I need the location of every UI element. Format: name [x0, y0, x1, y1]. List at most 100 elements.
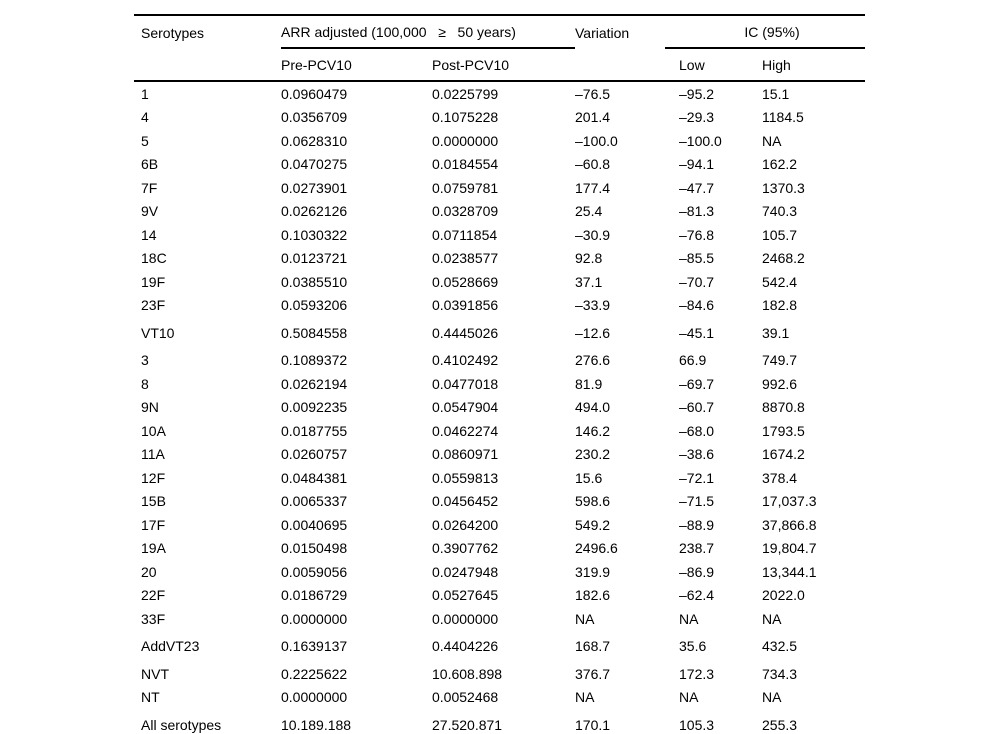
table-row: 14 0.1030322 0.0711854 –30.9 –76.8 105.7	[134, 223, 865, 247]
ic-low-cell: NA	[679, 610, 699, 627]
pre-pcv10-cell: 0.1639137	[281, 638, 348, 655]
variation-cell: 230.2	[575, 446, 611, 463]
ic-high-cell: 8870.8	[762, 399, 805, 416]
serotype-cell: 7F	[141, 179, 158, 196]
ic-low-cell: –62.4	[679, 587, 715, 604]
pre-pcv10-cell: 0.0092235	[281, 399, 348, 416]
ic-low-cell: –76.8	[679, 226, 715, 243]
table-row: 6B 0.0470275 0.0184554 –60.8 –94.1 162.2	[134, 153, 865, 177]
pre-pcv10-cell: 0.0065337	[281, 493, 348, 510]
table-row: 7F 0.0273901 0.0759781 177.4 –47.7 1370.3	[134, 176, 865, 200]
post-pcv10-cell: 27.520.871	[432, 716, 503, 733]
variation-cell: 276.6	[575, 352, 611, 369]
table-row: 9N 0.0092235 0.0547904 494.0 –60.7 8870.8	[134, 396, 865, 420]
ic-low-cell: –100.0	[679, 132, 722, 149]
pre-pcv10-cell: 0.0593206	[281, 297, 348, 314]
ic-high-cell: 105.7	[762, 226, 798, 243]
post-pcv10-cell: 0.4404226	[432, 638, 499, 655]
serotype-cell: 1	[141, 85, 149, 102]
ic-high-cell: 39.1	[762, 324, 790, 341]
pre-pcv10-cell: 0.0960479	[281, 85, 348, 102]
variation-cell: 168.7	[575, 638, 611, 655]
pre-pcv10-cell: 0.1030322	[281, 226, 348, 243]
variation-cell: 494.0	[575, 399, 611, 416]
ic-high-cell: 1674.2	[762, 446, 805, 463]
variation-cell: –60.8	[575, 156, 611, 173]
serotype-cell: 19F	[141, 273, 166, 290]
ic-high-cell: 1370.3	[762, 179, 805, 196]
variation-cell: NA	[575, 610, 595, 627]
ic-low-cell: 172.3	[679, 665, 715, 682]
table-row: 4 0.0356709 0.1075228 201.4 –29.3 1184.5	[134, 106, 865, 130]
ic-low-cell: –38.6	[679, 446, 715, 463]
serotype-cell: 12F	[141, 469, 166, 486]
ic-high-cell: 542.4	[762, 273, 798, 290]
serotype-cell: 14	[141, 226, 157, 243]
serotype-cell: 10A	[141, 422, 166, 439]
col-group-arr-adjusted: ARR adjusted (100,000 ≥ 50 years)	[281, 16, 575, 49]
pre-pcv10-cell: 0.0187755	[281, 422, 348, 439]
ic-low-cell: –81.3	[679, 203, 715, 220]
ic-low-cell: 105.3	[679, 716, 715, 733]
variation-cell: 549.2	[575, 516, 611, 533]
col-header-post-pcv10: Post-PCV10	[432, 56, 510, 73]
post-pcv10-cell: 0.0238577	[432, 250, 499, 267]
ic-high-cell: 13,344.1	[762, 563, 817, 580]
pre-pcv10-cell: 0.0470275	[281, 156, 348, 173]
post-pcv10-cell: 0.0462274	[432, 422, 499, 439]
table-row: All serotypes 10.189.188 27.520.871 170.1 10…	[134, 709, 865, 734]
post-pcv10-cell: 0.0000000	[432, 132, 499, 149]
pre-pcv10-cell: 0.0150498	[281, 540, 348, 557]
post-pcv10-cell: 0.0711854	[432, 226, 498, 243]
ic-low-cell: –95.2	[679, 85, 715, 102]
col-header-ic-high: High	[762, 56, 791, 73]
table-header: Serotypes ARR adjusted (100,000 ≥ 50 yea…	[134, 16, 865, 82]
ic-high-cell: 1793.5	[762, 422, 805, 439]
header-row-subcolumns: Pre-PCV10 Post-PCV10 Low High	[134, 49, 865, 80]
variation-cell: –76.5	[575, 85, 611, 102]
post-pcv10-cell: 0.1075228	[432, 109, 499, 126]
serotype-cell: 9N	[141, 399, 159, 416]
serotype-arr-table: Serotypes ARR adjusted (100,000 ≥ 50 yea…	[134, 14, 865, 734]
table-row: 12F 0.0484381 0.0559813 15.6 –72.1 378.4	[134, 466, 865, 490]
post-pcv10-cell: 0.0759781	[432, 179, 499, 196]
variation-cell: NA	[575, 689, 595, 706]
table-row: 8 0.0262194 0.0477018 81.9 –69.7 992.6	[134, 372, 865, 396]
variation-cell: 146.2	[575, 422, 611, 439]
serotype-cell: 19A	[141, 540, 166, 557]
ic-low-cell: –86.9	[679, 563, 715, 580]
variation-cell: 92.8	[575, 250, 603, 267]
col-header-ic-low: Low	[679, 56, 705, 73]
post-pcv10-cell: 0.4445026	[432, 324, 499, 341]
ic-high-cell: 378.4	[762, 469, 798, 486]
pre-pcv10-cell: 0.0356709	[281, 109, 348, 126]
header-row-groups: Serotypes ARR adjusted (100,000 ≥ 50 yea…	[134, 16, 865, 49]
variation-cell: 25.4	[575, 203, 603, 220]
ic-low-cell: –71.5	[679, 493, 715, 510]
pre-pcv10-cell: 0.0059056	[281, 563, 348, 580]
ic-low-cell: –72.1	[679, 469, 715, 486]
pre-pcv10-cell: 0.5084558	[281, 324, 348, 341]
variation-cell: 170.1	[575, 716, 611, 733]
table-row: 17F 0.0040695 0.0264200 549.2 –88.9 37,866.8	[134, 513, 865, 537]
serotype-cell: 23F	[141, 297, 166, 314]
pre-pcv10-cell: 0.2225622	[281, 665, 348, 682]
col-group-ic-95: IC (95%)	[665, 16, 865, 49]
table-row: 19F 0.0385510 0.0528669 37.1 –70.7 542.4	[134, 270, 865, 294]
pre-pcv10-cell: 0.0123721	[281, 250, 348, 267]
serotype-cell: 9V	[141, 203, 159, 220]
variation-cell: 376.7	[575, 665, 611, 682]
pre-pcv10-cell: 0.0262126	[281, 203, 348, 220]
post-pcv10-cell: 0.0000000	[432, 610, 499, 627]
post-pcv10-cell: 0.0391856	[432, 297, 499, 314]
ic-low-cell: –84.6	[679, 297, 715, 314]
ic-high-cell: 740.3	[762, 203, 798, 220]
serotype-cell: 22F	[141, 587, 166, 604]
ic-low-cell: –68.0	[679, 422, 715, 439]
ic-high-cell: 255.3	[762, 716, 798, 733]
ic-high-cell: NA	[762, 132, 782, 149]
post-pcv10-cell: 0.0052468	[432, 689, 499, 706]
post-pcv10-cell: 0.0559813	[432, 469, 499, 486]
serotype-cell: AddVT23	[141, 638, 200, 655]
table-row: 1 0.0960479 0.0225799 –76.5 –95.2 15.1	[134, 82, 865, 106]
